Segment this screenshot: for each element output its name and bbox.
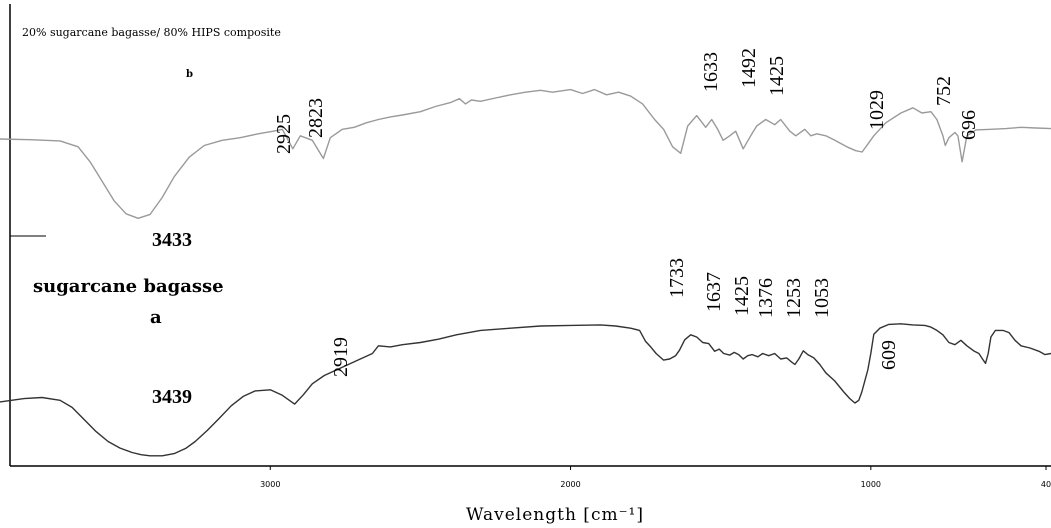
series-a-name: sugarcane bagasse — [33, 276, 224, 297]
x-axis-ticks: 3000 2000 1000 40 — [260, 466, 1051, 489]
series-b-letter: b — [186, 69, 193, 80]
x-tick-label: 40 — [1041, 480, 1051, 489]
x-tick-label: 2000 — [560, 480, 580, 489]
x-axis-label: Wavelength [cm⁻¹] — [466, 505, 644, 525]
peak-label-b-1633: 1633 — [700, 52, 722, 92]
spectra-traces — [0, 88, 1051, 457]
peak-label-b-2823: 2823 — [305, 98, 327, 138]
peak-label-a-2919: 2919 — [330, 337, 352, 377]
peak-label-b-1425: 1425 — [766, 56, 788, 96]
peak-label-a-609: 609 — [878, 340, 900, 370]
peak-label-b-1029: 1029 — [866, 90, 888, 130]
series-a-letter: a — [150, 307, 162, 328]
peak-label-a-1376: 1376 — [755, 278, 777, 318]
peak-label-b-2925: 2925 — [273, 114, 295, 154]
x-tick-label: 3000 — [260, 480, 280, 489]
series-line-b — [0, 88, 1051, 219]
peak-label-b-3433: 3433 — [152, 229, 192, 251]
peak-label-a-1637: 1637 — [703, 272, 725, 312]
series-line-a — [0, 323, 1051, 457]
peak-label-b-696: 696 — [958, 110, 980, 140]
peak-label-b-1492: 1492 — [738, 48, 760, 88]
plot-frame — [9, 4, 1051, 467]
peak-label-b-752: 752 — [933, 76, 955, 106]
peak-label-a-3439: 3439 — [152, 386, 192, 408]
peak-label-a-1253: 1253 — [783, 278, 805, 318]
peak-label-a-1425: 1425 — [731, 276, 753, 316]
peak-label-a-1053: 1053 — [811, 278, 833, 318]
series-b-name: 20% sugarcane bagasse/ 80% HIPS composit… — [22, 26, 281, 39]
peak-label-a-1733: 1733 — [666, 258, 688, 298]
x-tick-label: 1000 — [861, 480, 881, 489]
